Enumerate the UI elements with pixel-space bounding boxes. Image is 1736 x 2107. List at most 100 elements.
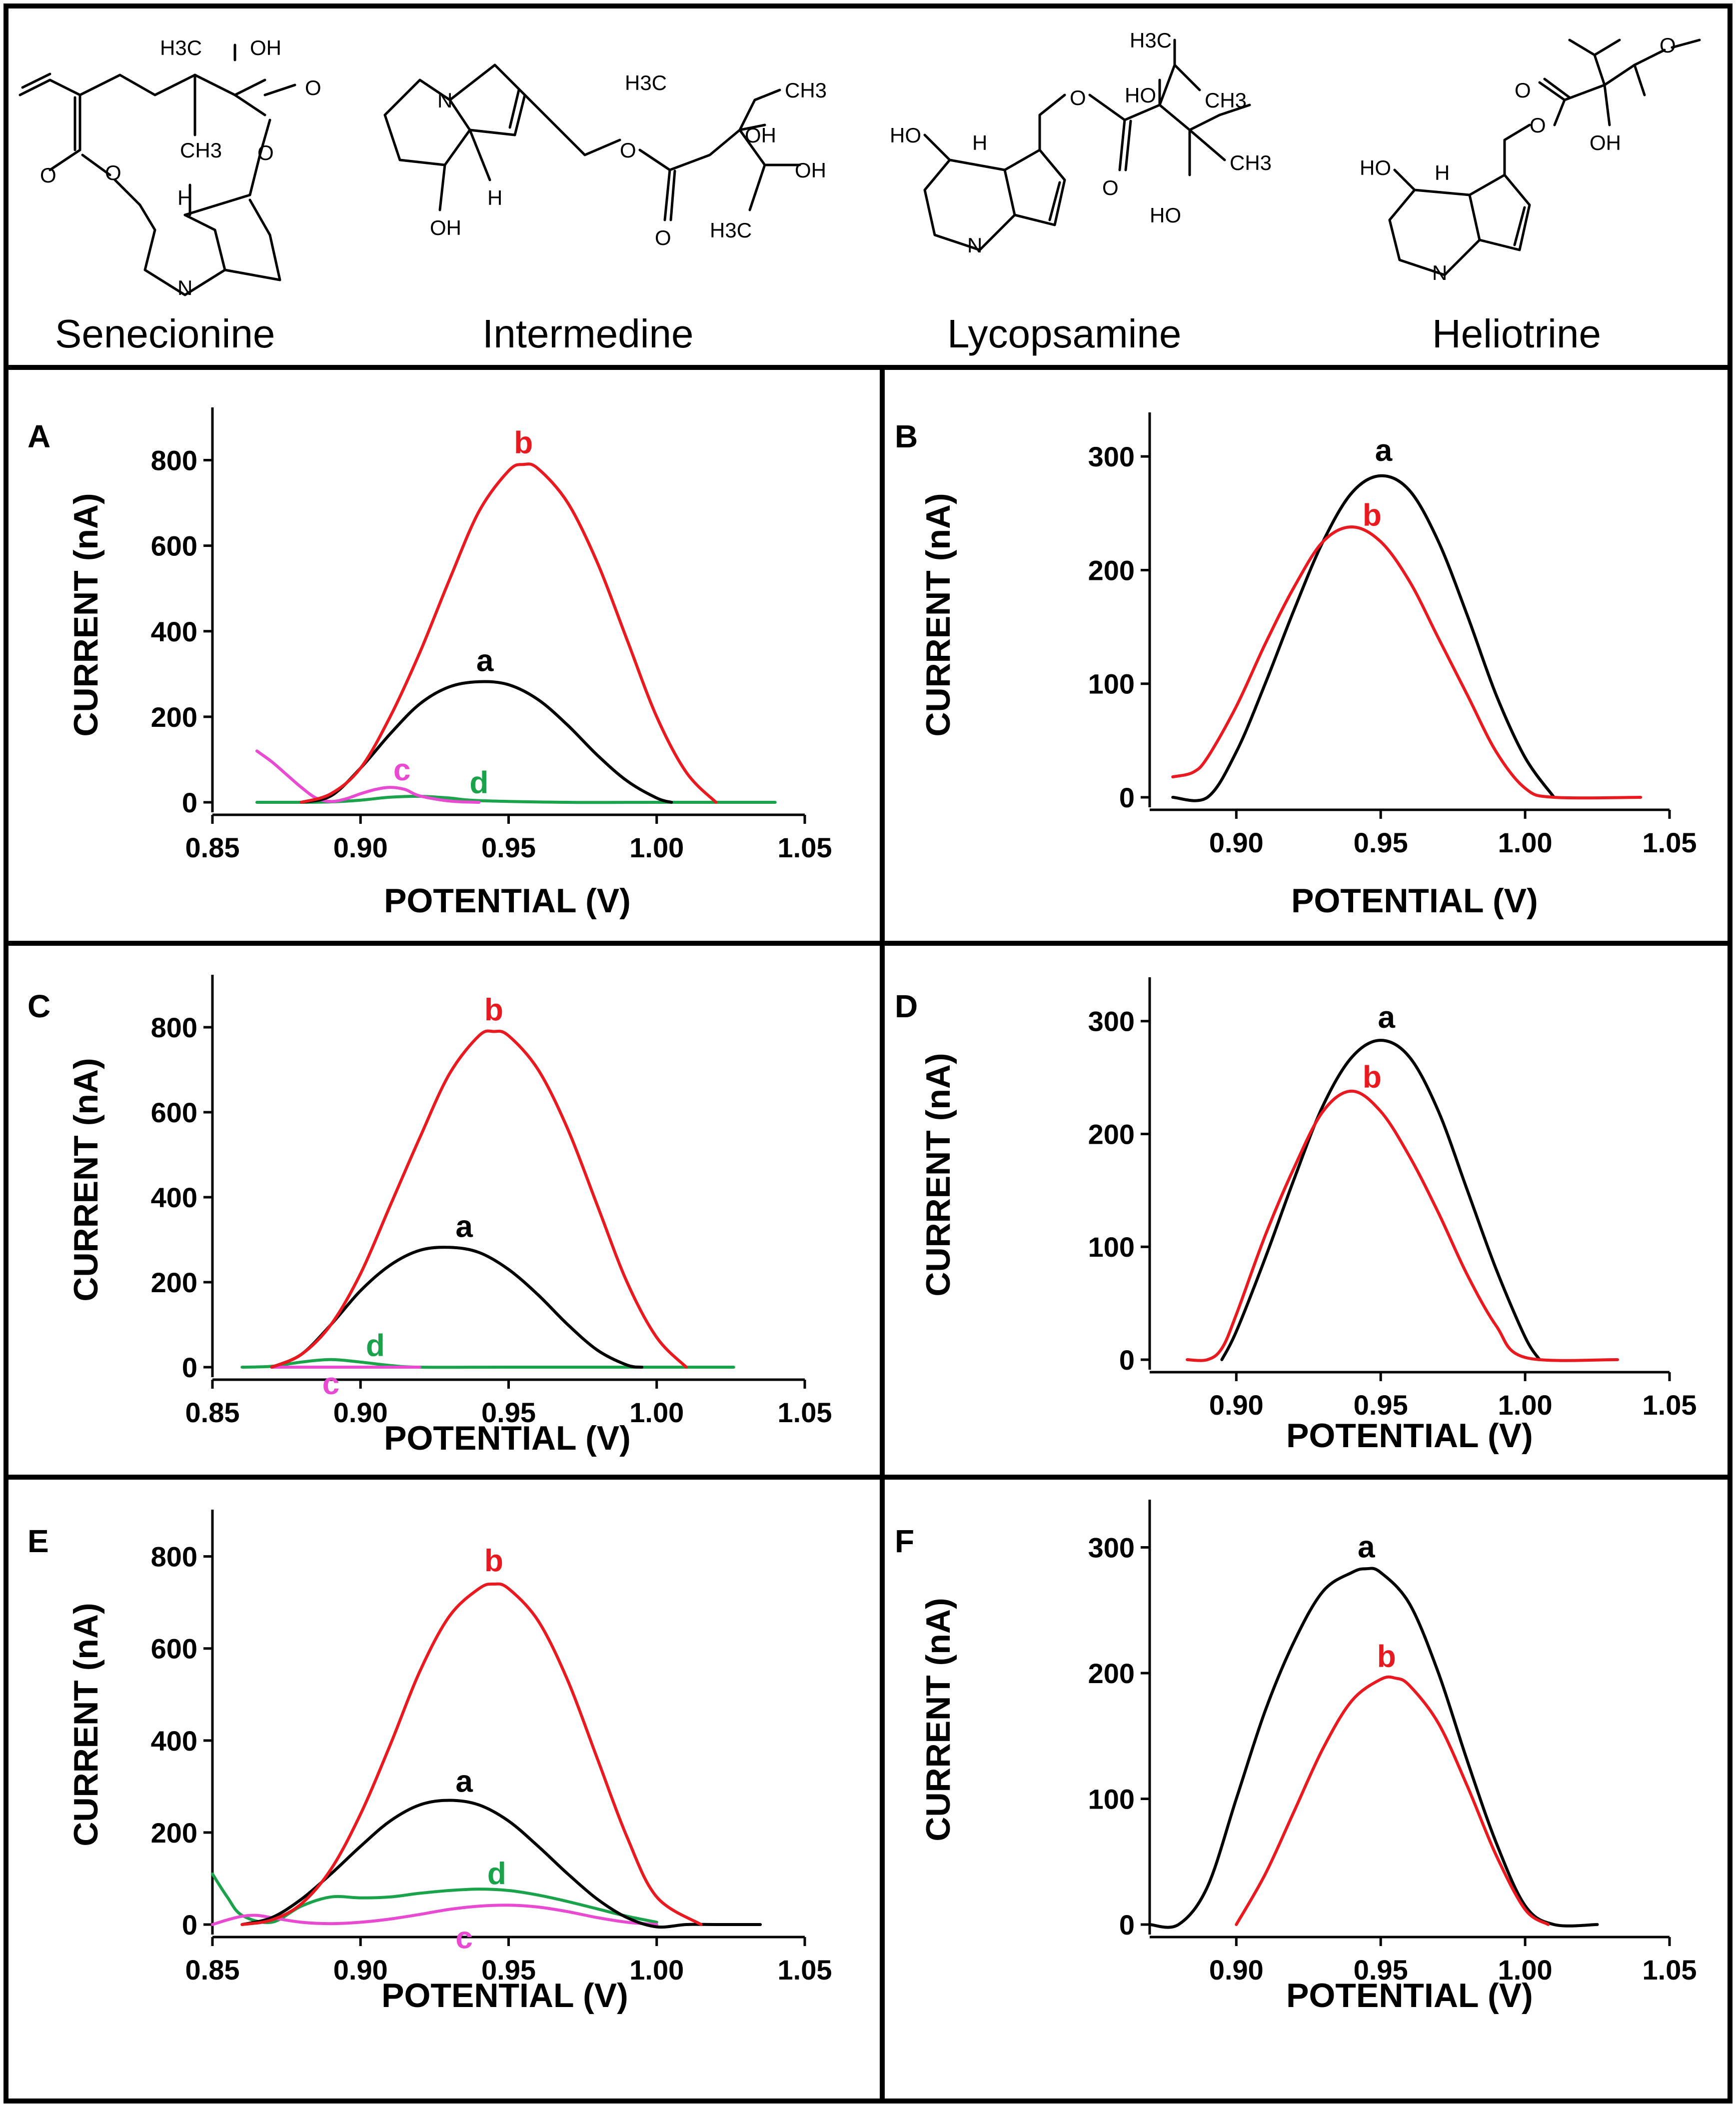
x-tick-label: 0.95 [1354,1954,1408,1986]
senecionine-atom: O [305,76,321,99]
series-line-c [211,1904,658,1926]
x-tick-label: 0.95 [481,832,536,863]
heliotrine-atom: HO [1360,156,1391,179]
chart-panel-b: B 0 100 200 300 0.90 0.95 1.00 1.05 POTENTIAL (V)… [895,412,1697,920]
chart-panel-d: D 0 100 200 300 0.90 0.95 1.00 1.05 POTENTIAL (V)… [895,977,1697,1455]
senecionine-atom: CH3 [180,138,222,162]
y-tick-label: 300 [1088,1532,1135,1563]
chart-panel-f: F 0 100 200 300 0.90 0.95 1.00 1.05 POTENTIAL (V)… [895,1500,1697,2015]
compound-name-heliotrine: Heliotrine [1432,311,1601,356]
series-label-b: b [484,1544,503,1578]
x-tick-label: 1.00 [1498,1954,1553,1986]
x-tick-label: 0.90 [333,1397,388,1428]
voltammogram-panels: A 0 200 400 600 800 0.85 0.90 0.95 1.00 1.05 POTENT… [27,407,1697,2015]
structure-heliotrine: O O HO H OH O N Heliotrine [1360,33,1701,356]
x-axis-label: POTENTIAL (V) [1286,1417,1533,1455]
senecionine-atom: N [177,276,192,299]
series-line-a [240,1799,762,1929]
x-tick-label: 1.05 [1643,827,1697,858]
y-tick-label: 800 [151,1541,197,1573]
structure-lycopsamine: H3C HO CH3 HO H O CH3 O HO N Lycopsamine [890,28,1272,356]
x-tick-label: 1.00 [1498,827,1553,858]
y-axis-label: CURRENT (nA) [919,1598,957,1841]
y-tick-label: 800 [151,1012,197,1043]
structure-intermedine: N H3C CH3 OH OH H OH O O H3C Intermedine [383,63,827,356]
x-tick-label: 1.00 [629,1954,684,1986]
y-tick-label: 0 [1119,1344,1135,1376]
series-line-a [1148,1567,1599,1929]
chart-panel-a: A 0 200 400 600 800 0.85 0.90 0.95 1.00 1.05 POTENT… [27,407,832,920]
intermedine-atom: OH [795,158,826,182]
x-tick-label: 0.85 [185,1397,240,1428]
intermedine-atom: O [655,226,671,249]
y-tick-label: 0 [182,1352,197,1383]
panel-letter: E [27,1523,49,1559]
series-label-a: a [1378,1000,1396,1035]
x-tick-label: 0.90 [333,1954,388,1986]
series-label-c: c [322,1367,339,1401]
intermedine-atom: O [620,138,636,162]
heliotrine-atom: O [1660,33,1676,57]
lycopsamine-atom: H3C [1130,28,1172,52]
x-tick-label: 0.95 [1354,1389,1408,1421]
panel-letter: F [895,1523,914,1559]
series-label-a: a [476,644,494,678]
x-tick-label: 0.85 [185,1954,240,1986]
senecionine-atom: H3C [160,36,202,59]
y-tick-label: 0 [1119,1909,1135,1941]
x-tick-label: 0.90 [1209,1389,1264,1421]
structure-senecionine: H3C OH CH3 O O O O H N Senecionine [18,36,321,356]
x-tick-label: 1.00 [629,1397,684,1428]
y-tick-label: 0 [182,787,197,818]
series-line-b [1171,525,1643,800]
y-tick-label: 200 [1088,1118,1135,1150]
senecionine-atom: O [257,141,274,164]
series-label-b: b [1363,1060,1382,1095]
heliotrine-atom: H [1435,161,1450,184]
panel-letter: B [895,418,918,454]
lycopsamine-atom: N [967,233,982,257]
y-tick-label: 800 [151,445,197,476]
series-label-b: b [1363,498,1382,532]
series-line-c [255,749,481,804]
series-label-c: c [393,753,410,787]
series-line-a [270,1246,644,1369]
series-label-d: d [487,1857,506,1891]
series-line-a [1171,474,1556,802]
series-line-b [1186,1089,1619,1362]
series-label-a: a [1375,433,1393,468]
y-tick-label: 200 [1088,554,1135,586]
x-axis-label: POTENTIAL (V) [384,882,631,920]
y-tick-label: 200 [151,701,197,733]
x-axis-label: POTENTIAL (V) [1286,1977,1533,2015]
x-tick-label: 0.85 [185,832,240,863]
series-line-b [299,462,718,804]
x-tick-label: 1.00 [629,832,684,863]
y-tick-label: 400 [151,616,197,647]
x-tick-label: 1.00 [1498,1389,1553,1421]
series-line-b [270,1029,688,1369]
chart-panel-c: C 0 200 400 600 800 0.85 0.90 0.95 1.00 1.05 POTENT… [27,975,832,1457]
y-axis-label: CURRENT (nA) [67,1603,105,1846]
x-tick-label: 1.05 [1643,1389,1697,1421]
x-axis-label: POTENTIAL (V) [381,1977,628,2015]
x-tick-label: 0.90 [1209,827,1264,858]
series-label-a: a [1358,1530,1375,1564]
senecionine-atom: OH [250,36,281,59]
series-line-b [240,1582,703,1926]
x-tick-label: 1.05 [1643,1954,1697,1986]
x-tick-label: 0.90 [1209,1954,1264,1986]
lycopsamine-atom: HO [1125,83,1156,107]
y-tick-label: 400 [151,1182,197,1213]
x-tick-label: 0.90 [333,832,388,863]
series-line-b [1235,1675,1550,1926]
x-tick-label: 0.95 [481,1397,536,1428]
intermedine-atom: N [437,88,452,112]
lycopsamine-atom: CH3 [1230,151,1272,174]
series-label-c: c [455,1921,472,1956]
intermedine-atom: OH [745,123,776,147]
y-tick-label: 100 [1088,1231,1135,1263]
lycopsamine-atom: O [1070,86,1086,109]
series-line-a [1220,1039,1541,1361]
